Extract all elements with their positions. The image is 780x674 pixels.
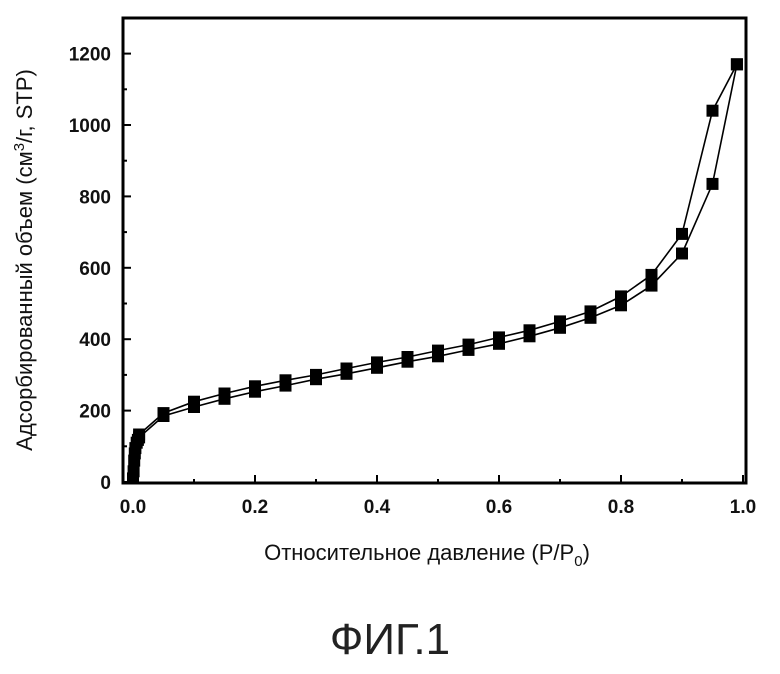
x-axis-title-sub: 0	[574, 553, 582, 570]
series-2-point	[280, 374, 292, 386]
x-axis-title-main: Относительное давление (P/P	[264, 540, 574, 565]
series-2-point	[341, 363, 353, 375]
series-2-point	[133, 429, 145, 441]
series-2-point	[188, 396, 200, 408]
series-2-point	[676, 228, 688, 240]
series-markers	[127, 58, 743, 484]
x-axis-title: Относительное давление (P/P0)	[264, 540, 590, 570]
x-tick-label: 1.0	[730, 497, 756, 518]
series-2-point	[310, 369, 322, 381]
series-2-point	[707, 105, 719, 117]
figure-caption: ФИГ.1	[0, 615, 780, 665]
y-tick-label: 800	[79, 187, 111, 208]
y-tick-label: 0	[100, 473, 111, 494]
series-2-point	[554, 315, 566, 327]
series-2-point	[524, 324, 536, 336]
series-2-point	[646, 269, 658, 281]
y-axis-title: Адсорбированный объем (см3/г, STP)	[11, 69, 37, 451]
x-tick-label: 0.4	[364, 497, 391, 518]
series-2-point	[402, 351, 414, 363]
series-2-point	[249, 380, 261, 392]
series-2-point	[219, 388, 231, 400]
x-tick-label: 0.0	[120, 497, 146, 518]
y-tick-label: 200	[79, 402, 111, 423]
series-2-point	[371, 356, 383, 368]
x-tick-label: 0.2	[242, 497, 268, 518]
y-tick-label: 1000	[69, 116, 111, 137]
series-1-point	[676, 248, 688, 260]
y-tick-label: 1200	[69, 45, 111, 66]
x-tick-label: 0.8	[608, 497, 634, 518]
y-tick-label: 400	[79, 330, 111, 351]
series-2-point	[615, 290, 627, 302]
series-2-point	[731, 58, 743, 70]
y-axis-title-main: Адсорбированный объем (см	[12, 151, 37, 451]
series-2-point	[585, 305, 597, 317]
plot-frame	[123, 18, 746, 483]
axis-ticks	[123, 54, 743, 483]
series-2-point	[463, 339, 475, 351]
series-2-point	[493, 331, 505, 343]
y-axis-title-end: /г, STP)	[12, 69, 37, 143]
y-tick-label: 600	[79, 259, 111, 280]
series-2-point	[432, 345, 444, 357]
x-axis-title-end: )	[583, 540, 590, 565]
series-1-point	[707, 178, 719, 190]
isotherm-chart: 0.00.20.40.60.81.0020040060080010001200 …	[0, 0, 780, 600]
x-tick-label: 0.6	[486, 497, 512, 518]
series-2-point	[158, 407, 170, 419]
y-axis-title-sup: 3	[11, 143, 28, 151]
series-2-line	[139, 64, 737, 434]
series-1-point	[646, 280, 658, 292]
series-1-point	[128, 465, 140, 477]
